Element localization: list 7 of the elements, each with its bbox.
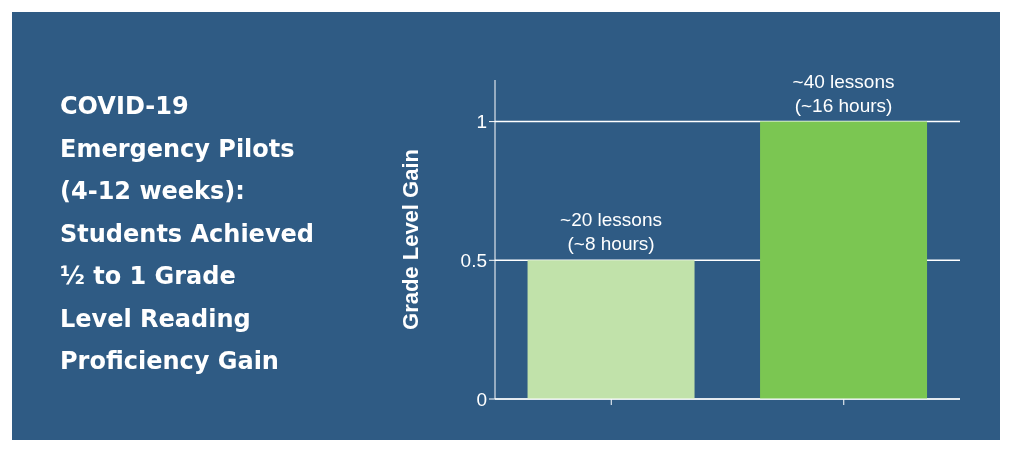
y-tick-label: 0.5 [460, 250, 487, 272]
y-tick-label: 0 [476, 388, 487, 410]
y-axis-title: Grade Level Gain [397, 149, 423, 330]
data-label: ~40 lessons (~16 hours) [792, 70, 895, 116]
text: COVID-19 Emergency Pilots (4-12 weeks): Students Achieved ½ to 1 Grade Level Reading Proficiency Gain [60, 91, 315, 377]
y-tick-label: 1 [476, 111, 487, 133]
data-label: ~20 lessons (~8 hours) [560, 209, 663, 255]
